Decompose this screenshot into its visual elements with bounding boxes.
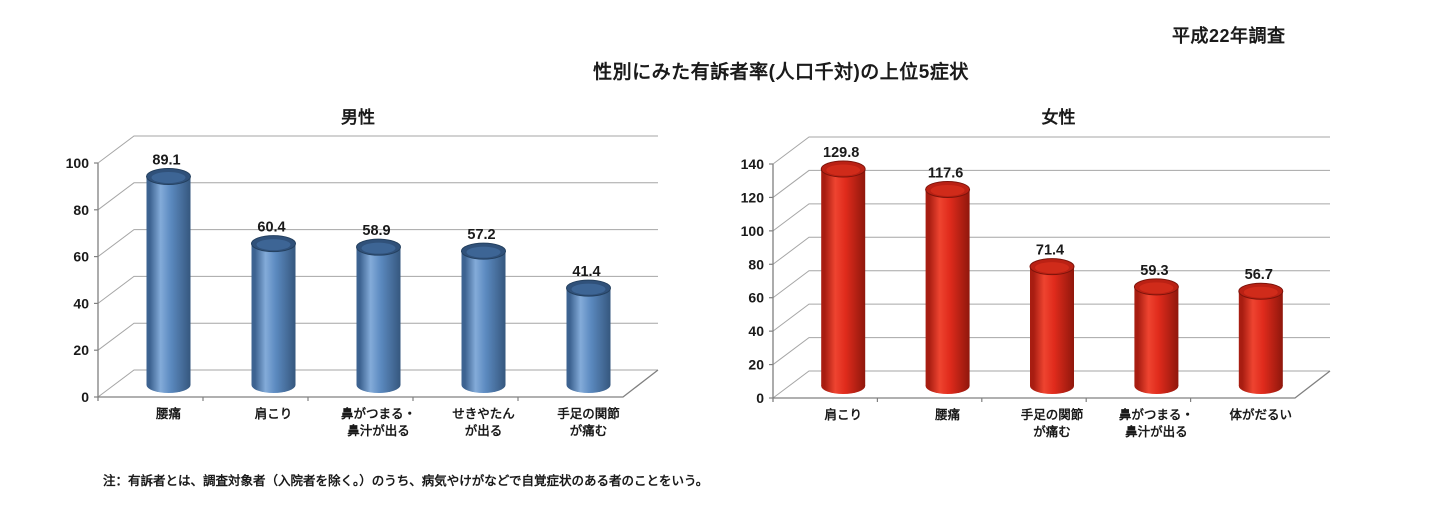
category-label: 腰痛: [934, 407, 961, 422]
y-tick-label: 0: [81, 389, 89, 405]
footnote: 注：有訴者とは、調査対象者（入院者を除く。）のうち、病気やけがなどで自覚症状のあ…: [103, 474, 709, 488]
survey-year-label: 平成22年調査: [1172, 26, 1286, 46]
gridline: [772, 203, 1330, 232]
cylinder-body: [821, 169, 866, 386]
category-label: 手足の関節: [557, 406, 620, 421]
y-tick-label: 60: [748, 290, 764, 306]
y-tick-label: 80: [73, 202, 89, 218]
category-label: 手足の関節: [1021, 407, 1084, 422]
x-axis: [773, 370, 1331, 399]
gridline: [97, 182, 658, 211]
category-label: が痛む: [570, 423, 608, 438]
cylinder-top-inner: [930, 184, 965, 196]
value-label: 58.9: [362, 223, 390, 239]
cylinder-body: [925, 189, 970, 386]
cylinder-top-inner: [151, 172, 186, 184]
category-label: 肩こり: [824, 407, 862, 422]
y-tick-label: 140: [741, 156, 765, 172]
cylinder-body: [1134, 286, 1179, 386]
y-tick-label: 100: [741, 223, 765, 239]
chart-title: 男性: [341, 107, 375, 127]
category-label: 腰痛: [155, 406, 182, 421]
value-label: 129.8: [823, 145, 859, 161]
y-tick-label: 40: [73, 295, 89, 311]
cylinder-top-inner: [571, 283, 606, 295]
y-tick-label: 20: [748, 357, 764, 373]
cylinder-body: [461, 251, 506, 385]
y-tick-label: 20: [73, 342, 89, 358]
gridline: [772, 169, 1330, 198]
value-label: 41.4: [572, 264, 600, 280]
cylinder-top-inner: [361, 242, 396, 254]
cylinder-body: [251, 243, 296, 385]
y-tick-label: 60: [73, 249, 89, 265]
category-label: 鼻がつまる・: [1119, 407, 1194, 422]
chart-title: 女性: [1042, 107, 1076, 127]
category-label: が痛む: [1033, 424, 1071, 439]
category-label: 肩こり: [255, 406, 293, 421]
bar-cylinder: [146, 168, 191, 393]
cylinder-body: [146, 176, 191, 385]
bar-cylinder: [1238, 282, 1284, 394]
gridline: [772, 136, 1330, 165]
male-chart-svg: 0 20 40 60 80 100 89.1 腰痛 60.4 肩こり 58.9 鼻がつまる・鼻汁が出る…: [66, 107, 659, 438]
y-tick-label: 100: [66, 155, 90, 171]
bar-cylinder: [356, 238, 401, 393]
value-label: 71.4: [1036, 243, 1064, 259]
female-chart-svg: 0 20 40 60 80 100 120 140 129.8 肩こり 117.6 腰痛 71.4 手足の…: [741, 107, 1331, 439]
category-label: せきやたん: [452, 407, 515, 421]
value-label: 59.3: [1140, 263, 1168, 279]
value-label: 117.6: [928, 165, 964, 181]
bar-cylinder: [1133, 278, 1179, 394]
gridline: [97, 229, 658, 257]
cylinder-top-inner: [466, 246, 501, 258]
bar-cylinder: [820, 160, 866, 394]
gridline: [772, 270, 1330, 299]
page-title: 性別にみた有訴者率(人口千対)の上位5症状: [593, 62, 969, 83]
cylinder-top-inner: [1139, 282, 1174, 294]
x-axis: [98, 369, 659, 398]
bar-cylinder: [251, 235, 296, 393]
female-chart: 0 20 40 60 80 100 120 140 129.8 肩こり 117.6 腰痛 71.4 手足の…: [716, 92, 1396, 469]
bar-cylinder: [461, 242, 506, 393]
y-tick-label: 40: [748, 323, 764, 339]
cylinder-body: [1238, 291, 1283, 386]
y-tick-label: 0: [756, 390, 764, 406]
gridline: [772, 236, 1330, 265]
cylinder-body: [566, 288, 611, 385]
value-label: 89.1: [152, 153, 180, 169]
cylinder-top-inner: [826, 164, 861, 176]
category-label: 体がだるい: [1230, 407, 1293, 422]
cylinder-top-inner: [1243, 286, 1278, 298]
cylinder-body: [1030, 266, 1074, 386]
value-label: 60.4: [257, 220, 285, 236]
male-chart: 0 20 40 60 80 100 89.1 腰痛 60.4 肩こり 58.9 鼻がつまる・ 鼻汁が出る…: [36, 92, 696, 469]
value-label: 56.7: [1245, 267, 1273, 283]
gridline: [97, 135, 658, 164]
cylinder-body: [356, 247, 401, 385]
bar-cylinder: [925, 180, 971, 394]
bar-cylinder: [1029, 258, 1075, 394]
category-label: が出る: [465, 423, 503, 438]
value-label: 57.2: [467, 227, 495, 243]
cylinder-top-inner: [1035, 262, 1069, 274]
bar-cylinder: [566, 279, 611, 393]
category-label: 鼻汁が出る: [347, 423, 410, 438]
category-label: 鼻汁が出る: [1125, 424, 1188, 439]
y-tick-label: 80: [748, 256, 764, 272]
cylinder-top-inner: [256, 239, 291, 251]
category-label: 鼻がつまる・: [341, 406, 416, 421]
y-tick-label: 120: [741, 189, 765, 205]
